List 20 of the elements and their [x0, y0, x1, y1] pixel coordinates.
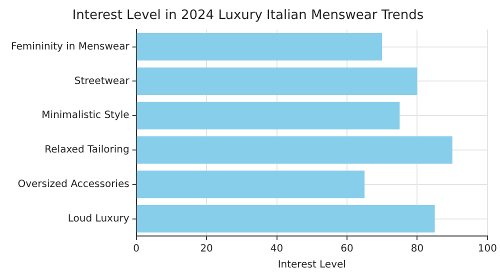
x-tick-label: 80: [410, 244, 424, 255]
bar: [136, 102, 400, 130]
x-tick-label: 40: [270, 244, 284, 255]
x-tick-label: 60: [340, 244, 354, 255]
y-tick-label: Relaxed Tailoring: [44, 144, 130, 156]
bar: [136, 67, 418, 95]
bar: [136, 170, 365, 198]
x-tick-label: 20: [200, 244, 213, 255]
y-tick-label: Femininity in Menswear: [10, 41, 130, 52]
bar: [136, 136, 452, 164]
y-tick-label: Oversized Accessories: [18, 178, 130, 190]
x-axis-title: Interest Level: [278, 260, 346, 271]
x-tick-label: 0: [133, 244, 140, 255]
bar: [136, 205, 435, 233]
x-tick-label: 100: [478, 244, 498, 255]
y-tick-label: Loud Luxury: [68, 213, 130, 224]
y-tick-label: Minimalistic Style: [42, 110, 130, 122]
chart-title: Interest Level in 2024 Luxury Italian Menswear Trends: [72, 8, 424, 24]
bar: [136, 33, 382, 61]
y-tick-label: Streetwear: [74, 76, 130, 87]
